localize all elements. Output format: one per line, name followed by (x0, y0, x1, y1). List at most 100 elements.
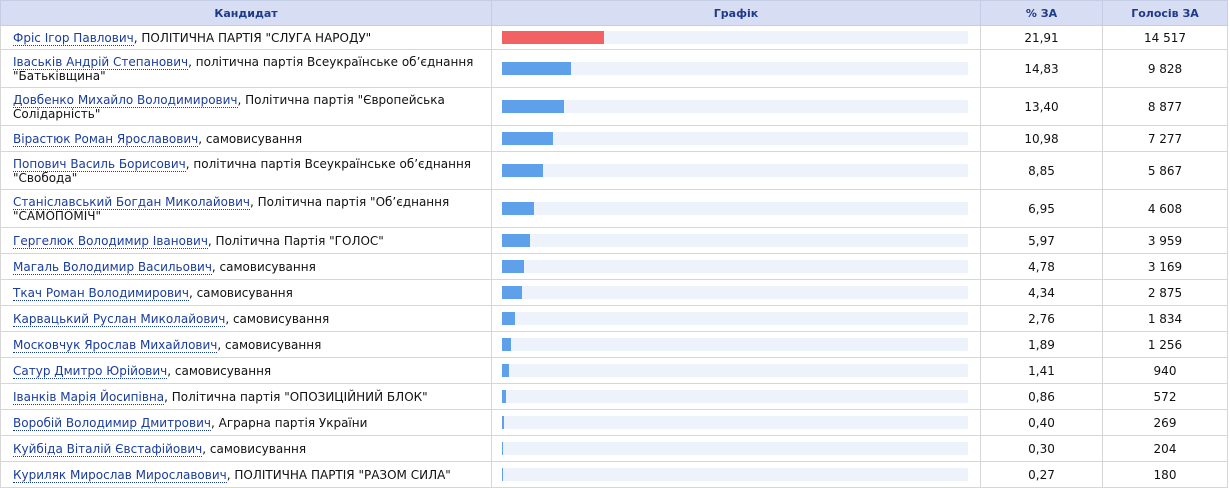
party-label: , самовисування (188, 285, 293, 300)
graph-cell (491, 253, 981, 280)
bar-track (502, 202, 968, 215)
vote-bar (502, 286, 522, 299)
candidate-link[interactable]: Карвацький Руслан Миколайович (13, 311, 226, 327)
party-label: , самовисування (202, 441, 307, 456)
bar-track (502, 312, 968, 325)
percent-cell: 0,27 (980, 461, 1103, 488)
vote-bar (502, 468, 503, 481)
votes-cell: 3 959 (1102, 227, 1228, 254)
bar-track (502, 390, 968, 403)
header-graph: Графік (491, 0, 981, 26)
vote-bar (502, 62, 571, 75)
candidate-link[interactable]: Іванків Марія Йосипівна (13, 389, 165, 405)
party-label: , самовисування (217, 337, 322, 352)
vote-bar (502, 164, 543, 177)
graph-cell (491, 87, 981, 126)
bar-track (502, 100, 968, 113)
graph-cell (491, 25, 981, 50)
candidate-link[interactable]: Довбенко Михайло Володимирович (13, 92, 238, 108)
table-row: Станіславський Богдан Миколайович, Політ… (0, 189, 1228, 228)
vote-bar (502, 364, 509, 377)
percent-cell: 8,85 (980, 151, 1103, 190)
vote-bar (502, 132, 553, 145)
party-label: , політична партія Всеукраїнське об’єдна… (13, 54, 474, 83)
candidate-link[interactable]: Гергелюк Володимир Іванович (13, 233, 208, 249)
percent-cell: 2,76 (980, 305, 1103, 332)
graph-cell (491, 227, 981, 254)
bar-track (502, 31, 968, 44)
candidate-cell: Довбенко Михайло Володимирович, Політичн… (0, 87, 492, 126)
candidate-link[interactable]: Вірастюк Роман Ярославович (13, 131, 199, 147)
table-row: Карвацький Руслан Миколайович, самовисув… (0, 305, 1228, 332)
candidate-cell: Московчук Ярослав Михайлович, самовисува… (0, 331, 492, 358)
table-row: Фріс Ігор Павлович, ПОЛІТИЧНА ПАРТІЯ "СЛ… (0, 25, 1228, 50)
bar-track (502, 364, 968, 377)
votes-cell: 4 608 (1102, 189, 1228, 228)
percent-cell: 0,40 (980, 409, 1103, 436)
percent-cell: 13,40 (980, 87, 1103, 126)
candidate-cell: Куриляк Мирослав Мирославович, ПОЛІТИЧНА… (0, 461, 492, 488)
graph-cell (491, 305, 981, 332)
table-row: Сатур Дмитро Юрійович, самовисування 1,41… (0, 357, 1228, 384)
candidate-link[interactable]: Попович Василь Борисович (13, 156, 186, 172)
candidate-cell: Карвацький Руслан Миколайович, самовисув… (0, 305, 492, 332)
party-label: , самовисування (167, 363, 272, 378)
candidate-link[interactable]: Ткач Роман Володимирович (13, 285, 189, 301)
votes-cell: 269 (1102, 409, 1228, 436)
candidate-link[interactable]: Станіславський Богдан Миколайович (13, 194, 250, 210)
table-header-row: Кандидат Графік % ЗА Голосів ЗА (0, 0, 1228, 26)
graph-cell (491, 461, 981, 488)
votes-cell: 8 877 (1102, 87, 1228, 126)
candidate-link[interactable]: Фріс Ігор Павлович (13, 30, 134, 46)
graph-cell (491, 125, 981, 152)
candidate-cell: Магаль Володимир Васильович, самовисуван… (0, 253, 492, 280)
votes-cell: 9 828 (1102, 49, 1228, 88)
table-row: Іваськів Андрій Степанович, політична па… (0, 49, 1228, 88)
vote-bar (502, 260, 524, 273)
percent-cell: 1,41 (980, 357, 1103, 384)
candidate-link[interactable]: Іваськів Андрій Степанович (13, 54, 189, 70)
graph-cell (491, 279, 981, 306)
candidate-link[interactable]: Сатур Дмитро Юрійович (13, 363, 168, 379)
party-label: , політична партія Всеукраїнське об’єдна… (13, 156, 472, 185)
candidate-cell: Іванків Марія Йосипівна, Політична парті… (0, 383, 492, 410)
vote-bar (502, 390, 506, 403)
bar-track (502, 286, 968, 299)
party-label: , Політична партія "ОПОЗИЦІЙНИЙ БЛОК" (164, 389, 428, 404)
percent-cell: 0,30 (980, 435, 1103, 462)
vote-bar (502, 442, 503, 455)
candidate-cell: Станіславський Богдан Миколайович, Політ… (0, 189, 492, 228)
votes-cell: 1 256 (1102, 331, 1228, 358)
bar-track (502, 260, 968, 273)
graph-cell (491, 435, 981, 462)
votes-cell: 5 867 (1102, 151, 1228, 190)
graph-cell (491, 409, 981, 436)
party-label: , ПОЛІТИЧНА ПАРТІЯ "РАЗОМ СИЛА" (226, 467, 451, 482)
votes-cell: 2 875 (1102, 279, 1228, 306)
percent-cell: 14,83 (980, 49, 1103, 88)
candidate-cell: Гергелюк Володимир Іванович, Політична П… (0, 227, 492, 254)
bar-track (502, 164, 968, 177)
table-body: Фріс Ігор Павлович, ПОЛІТИЧНА ПАРТІЯ "СЛ… (0, 25, 1228, 488)
table-row: Куриляк Мирослав Мирославович, ПОЛІТИЧНА… (0, 461, 1228, 488)
graph-cell (491, 151, 981, 190)
party-label: , Політична партія "Європейська Солідарн… (13, 92, 445, 121)
bar-track (502, 338, 968, 351)
graph-cell (491, 383, 981, 410)
candidate-link[interactable]: Московчук Ярослав Михайлович (13, 337, 218, 353)
candidate-link[interactable]: Куйбіда Віталій Євстафійович (13, 441, 203, 457)
candidate-link[interactable]: Магаль Володимир Васильович (13, 259, 212, 275)
candidate-link[interactable]: Куриляк Мирослав Мирославович (13, 467, 227, 483)
bar-track (502, 416, 968, 429)
table-row: Попович Василь Борисович, політична парт… (0, 151, 1228, 190)
graph-cell (491, 49, 981, 88)
vote-bar (502, 100, 564, 113)
vote-bar (502, 416, 504, 429)
vote-bar (502, 202, 534, 215)
votes-cell: 204 (1102, 435, 1228, 462)
header-percent: % ЗА (980, 0, 1103, 26)
candidate-link[interactable]: Воробій Володимир Дмитрович (13, 415, 211, 431)
header-votes: Голосів ЗА (1102, 0, 1228, 26)
percent-cell: 4,78 (980, 253, 1103, 280)
